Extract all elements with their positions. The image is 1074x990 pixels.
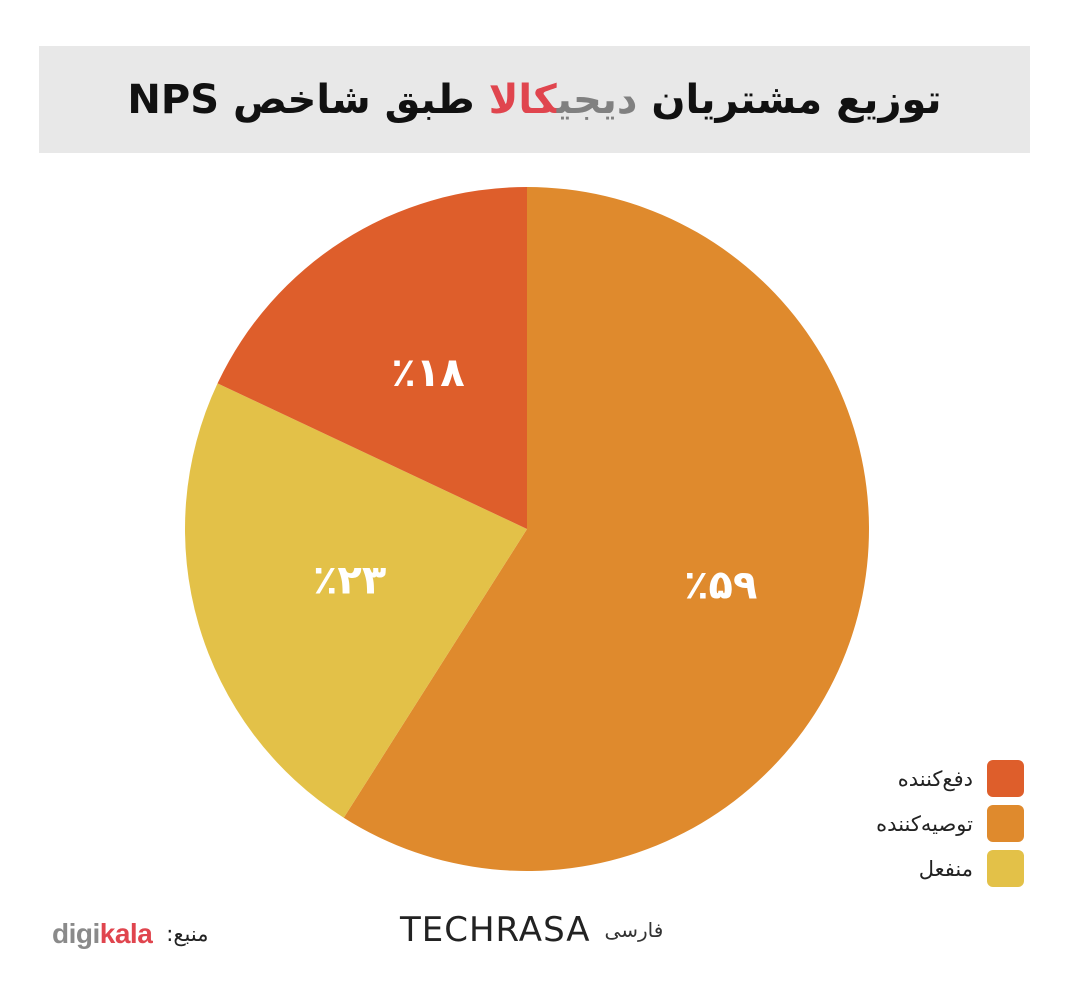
digikala-logo: digikala [52, 918, 153, 950]
legend-item-passives: منفعل [764, 850, 1024, 887]
legend-label: دفع‌کننده [897, 766, 973, 791]
techrasa-subtitle: فارسی [604, 918, 664, 942]
legend-item-promoters: توصیه‌کننده [764, 805, 1024, 842]
legend-swatch [987, 805, 1024, 842]
title-part-digi: دیجی [556, 76, 638, 123]
title-part-4: طبق شاخص NPS [127, 76, 489, 123]
pie-slice-2 [217, 187, 528, 529]
source-credit: digikala منبع: [52, 914, 208, 954]
pie-slice-label-1: ٪۲۳ [313, 558, 386, 604]
pie-slice-0 [343, 187, 870, 871]
legend-item-detractors: دفع‌کننده [764, 760, 1024, 797]
pie-slice-1 [185, 383, 527, 818]
techrasa-brand: TECHRASA فارسی [400, 905, 663, 955]
legend-swatch [987, 760, 1024, 797]
title-part-kala: کالا [488, 76, 557, 123]
source-label: منبع: [166, 922, 209, 946]
title-banner: توزیع مشتریان دیجیکالا طبق شاخص NPS [39, 46, 1030, 153]
chart-title: توزیع مشتریان دیجیکالا طبق شاخص NPS [127, 77, 941, 123]
pie-slice-label-2: ٪۱۸ [391, 350, 464, 396]
pie-slice-label-0: ٪۵۹ [684, 562, 757, 608]
techrasa-logo: TECHRASA [400, 910, 591, 950]
logo-part-kala: kala [99, 918, 153, 949]
legend-label: منفعل [918, 856, 973, 881]
title-part-1: توزیع مشتریان [637, 76, 942, 123]
legend-swatch [987, 850, 1024, 887]
legend-label: توصیه‌کننده [876, 811, 973, 836]
logo-part-digi: digi [52, 918, 100, 949]
legend: دفع‌کننده توصیه‌کننده منفعل [764, 760, 1024, 895]
